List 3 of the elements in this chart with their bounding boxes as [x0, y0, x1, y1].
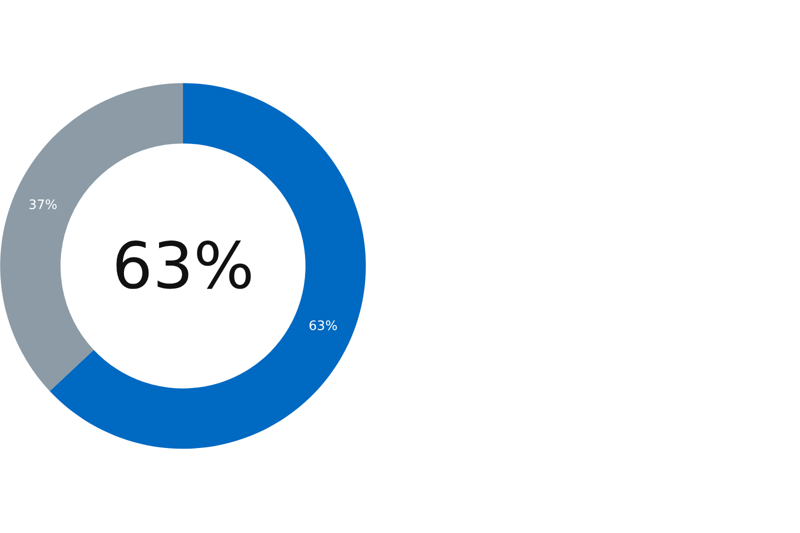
- data-label: 37%: [28, 198, 58, 213]
- data-label: 63%: [308, 319, 338, 334]
- text: 63%: [112, 230, 254, 304]
